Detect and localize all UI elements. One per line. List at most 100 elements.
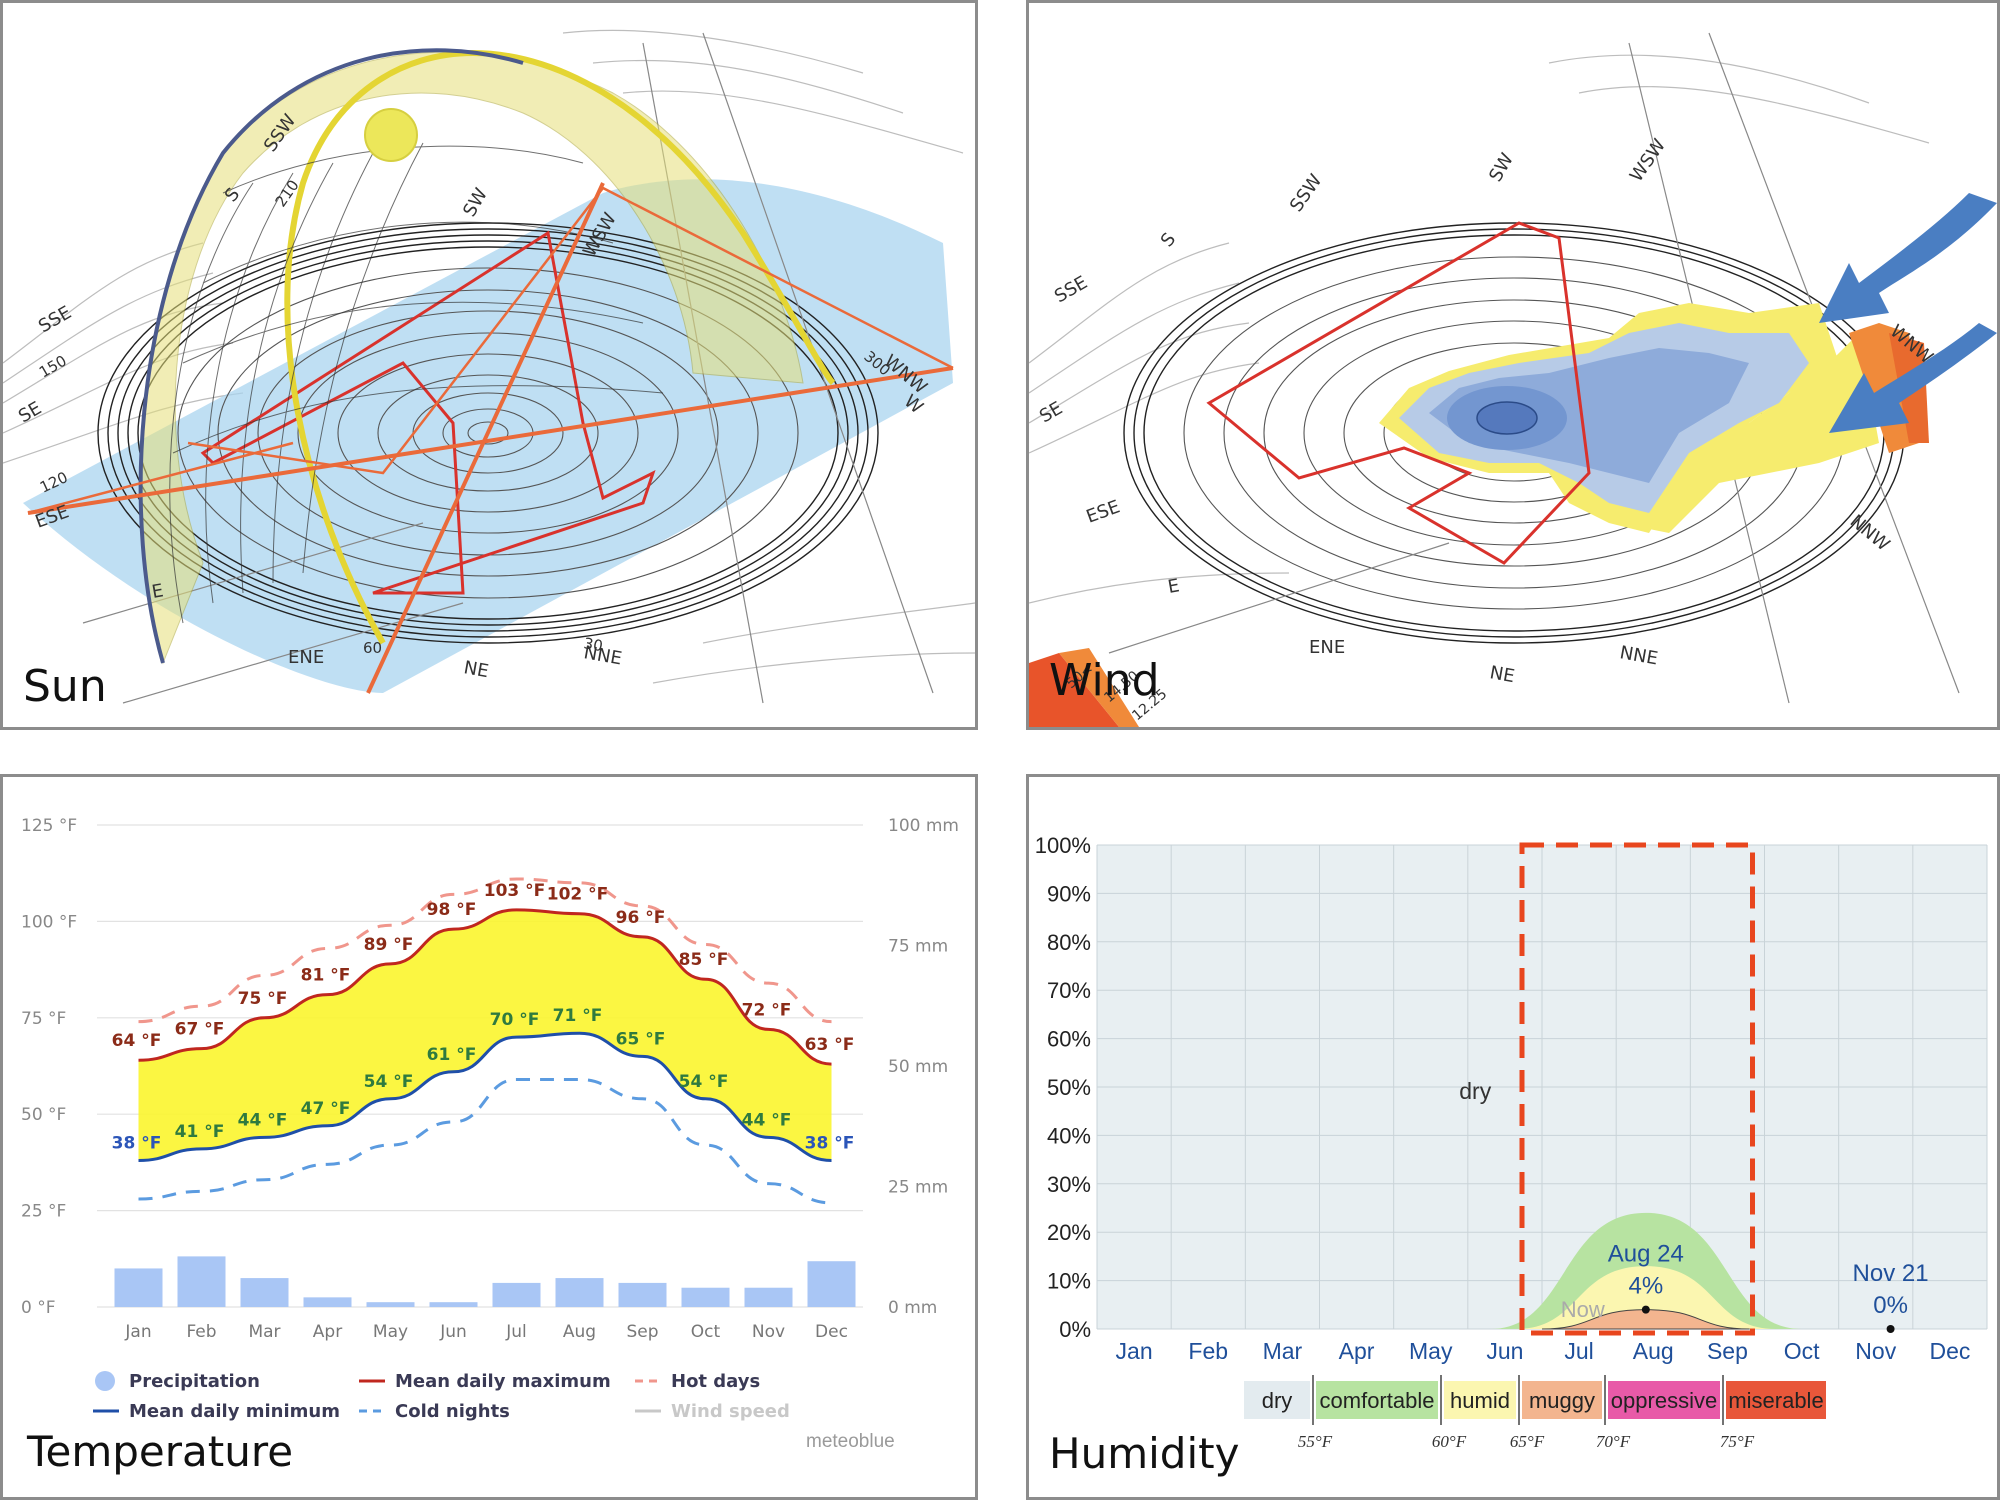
x-tick-label: Sep [1707, 1338, 1748, 1364]
x-tick-label: Apr [313, 1322, 342, 1342]
compass-label: SE [1036, 398, 1066, 428]
compass-label: SSE [1051, 272, 1091, 307]
legend-label: Hot days [671, 1371, 760, 1392]
min-data-label: 54 °F [679, 1072, 729, 1092]
humidity-band-humid [1516, 1266, 1776, 1329]
y-tick-label: 125 °F [21, 816, 77, 836]
legend-chip [1726, 1381, 1826, 1419]
compass-label: S [1157, 229, 1180, 251]
meteoblue-credit: meteoblue [806, 1431, 895, 1452]
x-tick-label: Nov [752, 1322, 785, 1342]
y-tick-label: 100 °F [21, 912, 77, 932]
legend-label: muggy [1529, 1388, 1595, 1413]
x-tick-label: Feb [186, 1322, 216, 1342]
precipitation-bar [429, 1302, 478, 1307]
y-tick-label: 60% [1047, 1027, 1091, 1052]
min-data-label: 65 °F [616, 1029, 666, 1049]
max-data-label: 103 °F [484, 881, 546, 901]
annotation-point [1641, 1305, 1650, 1314]
legend-chip [1444, 1381, 1516, 1419]
y2-tick-label: 50 mm [888, 1057, 948, 1077]
max-data-label: 98 °F [427, 900, 477, 920]
annotation-value: 4% [1628, 1273, 1663, 1300]
max-data-label: 96 °F [616, 908, 666, 928]
precipitation-bar [681, 1287, 730, 1307]
max-data-label: 67 °F [175, 1020, 225, 1040]
legend-label: miserable [1728, 1388, 1823, 1413]
y-tick-label: 70% [1047, 978, 1091, 1003]
temperature-range-fill [138, 909, 832, 1161]
min-data-label: 38 °F [805, 1133, 855, 1153]
annotation-point [1886, 1325, 1895, 1333]
y-tick-label: 20% [1047, 1220, 1091, 1245]
legend-label: comfortable [1320, 1388, 1435, 1413]
x-tick-label: Nov [1855, 1338, 1896, 1364]
min-data-label: 38 °F [112, 1133, 162, 1153]
legend-label: humid [1450, 1388, 1510, 1413]
angle-label: 30 [582, 634, 604, 655]
min-data-label: 41 °F [175, 1122, 225, 1142]
precipitation-bar [177, 1256, 226, 1307]
annotation-value: 0% [1873, 1292, 1908, 1319]
y2-tick-label: 25 mm [888, 1178, 948, 1198]
threshold-label: 75°F [1720, 1432, 1755, 1451]
precipitation-bar [555, 1278, 604, 1307]
x-tick-label: Apr [1339, 1338, 1375, 1364]
precipitation-bar [618, 1282, 667, 1307]
compass-label: ESE [1084, 496, 1123, 527]
x-tick-label: Dec [815, 1322, 848, 1342]
legend-chip [1608, 1381, 1720, 1419]
annotation-date: Nov 21 [1853, 1260, 1929, 1287]
min-data-label: 54 °F [364, 1072, 414, 1092]
x-tick-label: Jun [439, 1322, 467, 1342]
cold-nights-line [138, 1077, 832, 1205]
x-tick-label: Jun [1486, 1338, 1523, 1364]
compass-label: SW [1485, 150, 1518, 186]
precipitation-bar [240, 1278, 289, 1307]
legend-label: Mean daily maximum [395, 1371, 611, 1392]
min-data-label: 47 °F [301, 1099, 351, 1119]
y-tick-label: 25 °F [21, 1202, 66, 1222]
temperature-chart: 125 °F 100 °F 75 °F 50 °F 25 °F 0 °F 100 mm 75 … [21, 816, 959, 1422]
precipitation-bar [114, 1268, 163, 1307]
precipitation-bar [366, 1302, 415, 1307]
angle-label: 60 [363, 639, 382, 657]
now-label: Now [1561, 1297, 1605, 1322]
y2-tick-label: 100 mm [888, 816, 959, 836]
threshold-label: 55°F [1298, 1432, 1333, 1451]
x-tick-label: Jul [505, 1322, 527, 1342]
min-data-label: 44 °F [742, 1110, 792, 1130]
precipitation-bar [807, 1261, 856, 1307]
hot-days-line [138, 877, 832, 1024]
compass-label: SSE [35, 302, 75, 337]
y-tick-label: 50 °F [21, 1105, 66, 1125]
compass-label: E [1166, 575, 1181, 598]
region-label: dry [1459, 1078, 1491, 1104]
compass-label: WSW [1626, 135, 1670, 186]
sun-panel: SSE SE S SSW SW WSW ESE E ENE NE NNE WNW W 150 120 210 3… [0, 0, 978, 730]
max-data-label: 64 °F [112, 1031, 162, 1051]
annotation-date: Aug 24 [1608, 1241, 1684, 1268]
legend-label: Cold nights [395, 1401, 510, 1422]
mean-daily-maximum-line [138, 908, 832, 1066]
max-data-label: 85 °F [679, 950, 729, 970]
compass-label: SE [15, 398, 45, 428]
x-tick-label: Oct [1784, 1338, 1820, 1364]
humidity-chart: 100% 90% 80% 70% 60% 50% 40% 30% 20% 10% 0% Jan Feb M… [1035, 833, 1988, 1451]
x-tick-label: May [373, 1322, 408, 1342]
precipitation-bar [744, 1287, 793, 1307]
wind-panel: 50< 14.50 12.25 SSE SE S SSW SW WSW ESE E ENE NE N… [1026, 0, 2000, 730]
min-data-label: 71 °F [553, 1006, 603, 1026]
y-tick-label: 10% [1047, 1269, 1091, 1294]
min-data-label: 61 °F [427, 1045, 477, 1065]
precipitation-bar [303, 1297, 352, 1307]
x-tick-label: Aug [1633, 1338, 1674, 1364]
mean-daily-minimum-line [138, 1031, 832, 1162]
legend-label: Mean daily minimum [129, 1401, 340, 1422]
legend-chip [1244, 1381, 1310, 1419]
temperature-panel: 125 °F 100 °F 75 °F 50 °F 25 °F 0 °F 100 mm 75 … [0, 774, 978, 1500]
y-tick-label: 90% [1047, 881, 1091, 906]
min-data-label: 70 °F [490, 1010, 540, 1030]
